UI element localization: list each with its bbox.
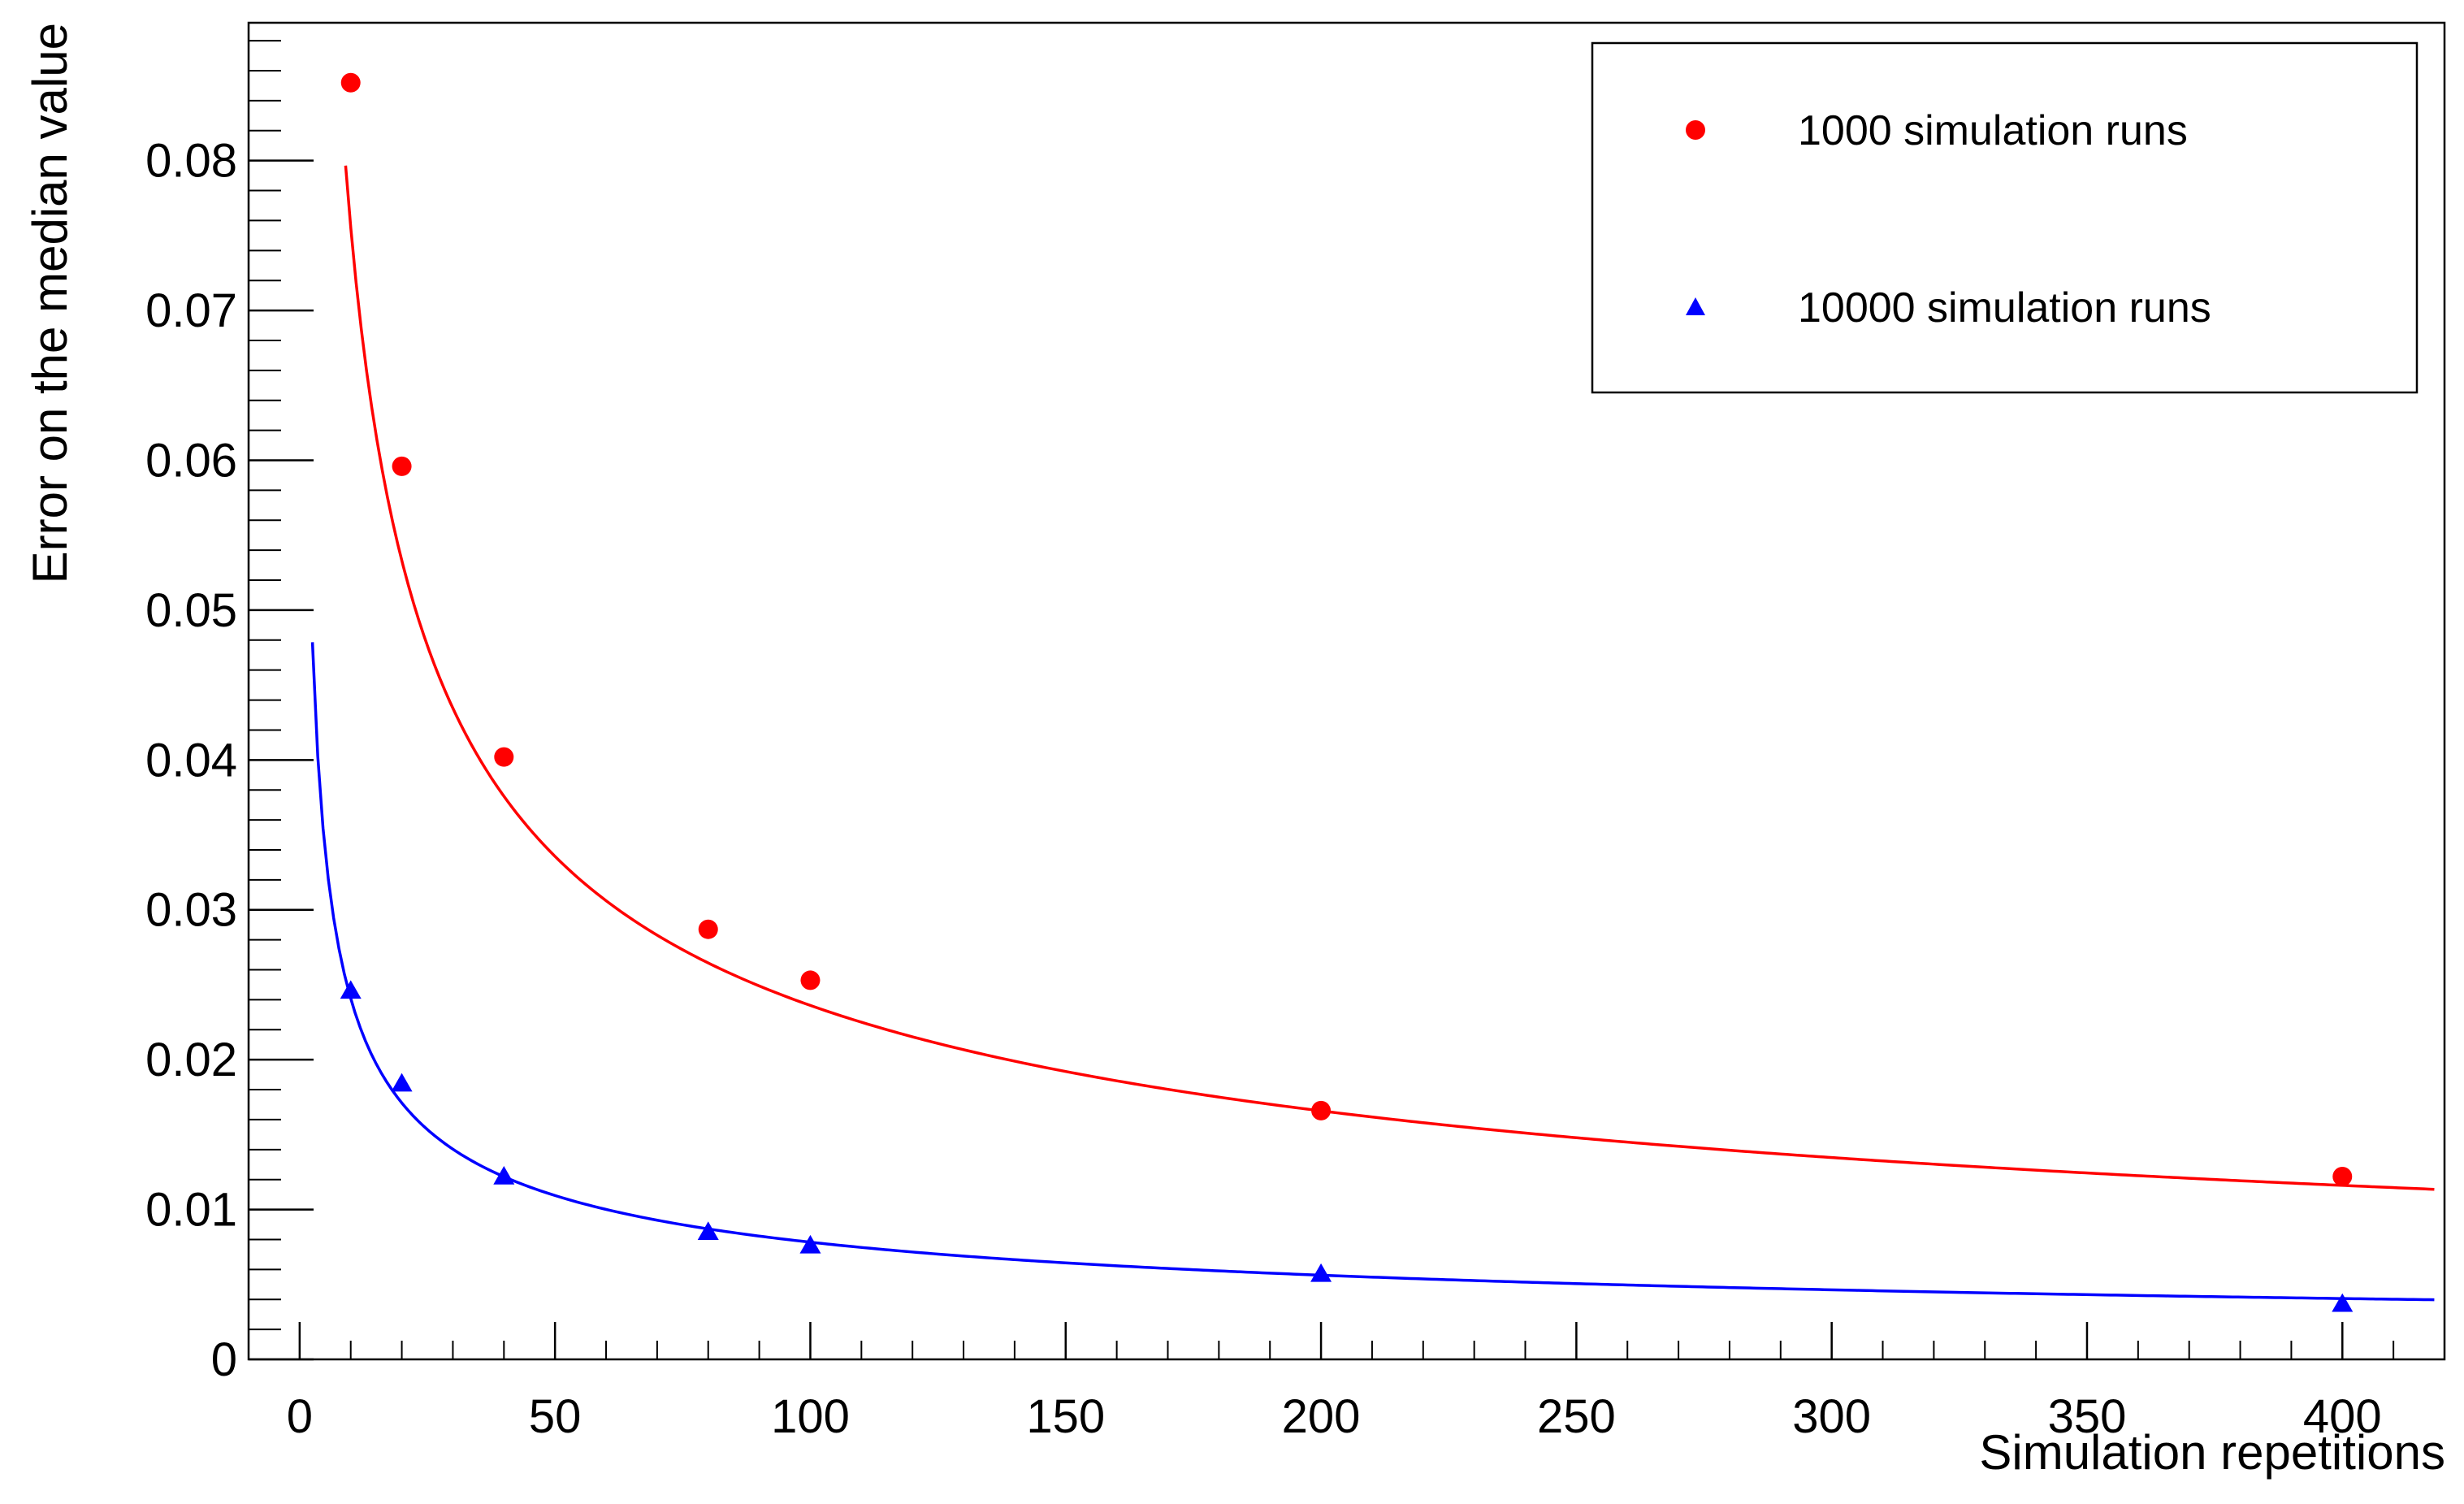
data-point <box>493 1166 515 1185</box>
legend-marker-10000-runs <box>1686 297 1705 315</box>
y-tick-label: 0.07 <box>145 284 237 337</box>
data-point <box>340 72 361 93</box>
data-point <box>799 1234 821 1254</box>
data-point <box>1311 1100 1332 1120</box>
y-tick-label: 0.04 <box>145 734 237 787</box>
y-axis-title: Error on the median value <box>23 23 77 583</box>
y-tick-label: 0.05 <box>145 584 237 637</box>
data-point <box>698 919 718 939</box>
y-tick-label: 0.02 <box>145 1034 237 1086</box>
legend-marker-1000-runs <box>1686 120 1705 140</box>
data-point <box>391 1073 413 1092</box>
data-point <box>800 970 821 990</box>
legend-label-10000-runs: 10000 simulation runs <box>1798 284 2211 332</box>
plot-frame <box>247 21 2446 1361</box>
fit-curves <box>310 165 2435 1302</box>
legend-label-1000-runs: 1000 simulation runs <box>1798 107 2188 154</box>
fit-line <box>344 165 2435 1191</box>
y-tick-label: 0.06 <box>145 434 237 487</box>
x-tick-label: 300 <box>1792 1390 1871 1443</box>
x-tick-label: 50 <box>529 1390 582 1443</box>
y-tick-label: 0 <box>211 1333 237 1386</box>
data-markers <box>340 72 2354 1312</box>
data-point <box>494 747 514 767</box>
data-point <box>340 980 362 999</box>
y-tick-label: 0.08 <box>145 135 237 188</box>
data-point <box>2332 1293 2354 1312</box>
legend: 1000 simulation runs 10000 simulation ru… <box>1591 41 2419 394</box>
data-point <box>392 456 412 476</box>
x-tick-label: 0 <box>287 1390 313 1443</box>
x-tick-label: 100 <box>771 1390 850 1443</box>
data-point <box>2332 1167 2353 1187</box>
y-tick-label: 0.01 <box>145 1184 237 1237</box>
x-axis-title: Simulation repetitions <box>1979 1425 2445 1480</box>
y-tick-label: 0.03 <box>145 884 237 937</box>
x-tick-label: 150 <box>1026 1390 1105 1443</box>
x-tick-label: 400 <box>2303 1390 2382 1443</box>
data-point <box>697 1221 719 1240</box>
legend-box <box>1591 41 2419 394</box>
fit-line <box>310 642 2435 1302</box>
x-tick-label: 350 <box>2048 1390 2127 1443</box>
axes: 0 50 100 150 200 250 300 350 400 0 0.01 0.02 0.03 0.0… <box>145 40 2445 1443</box>
x-tick-label: 200 <box>1282 1390 1361 1443</box>
x-tick-label: 250 <box>1537 1390 1616 1443</box>
data-point <box>1310 1263 1332 1282</box>
